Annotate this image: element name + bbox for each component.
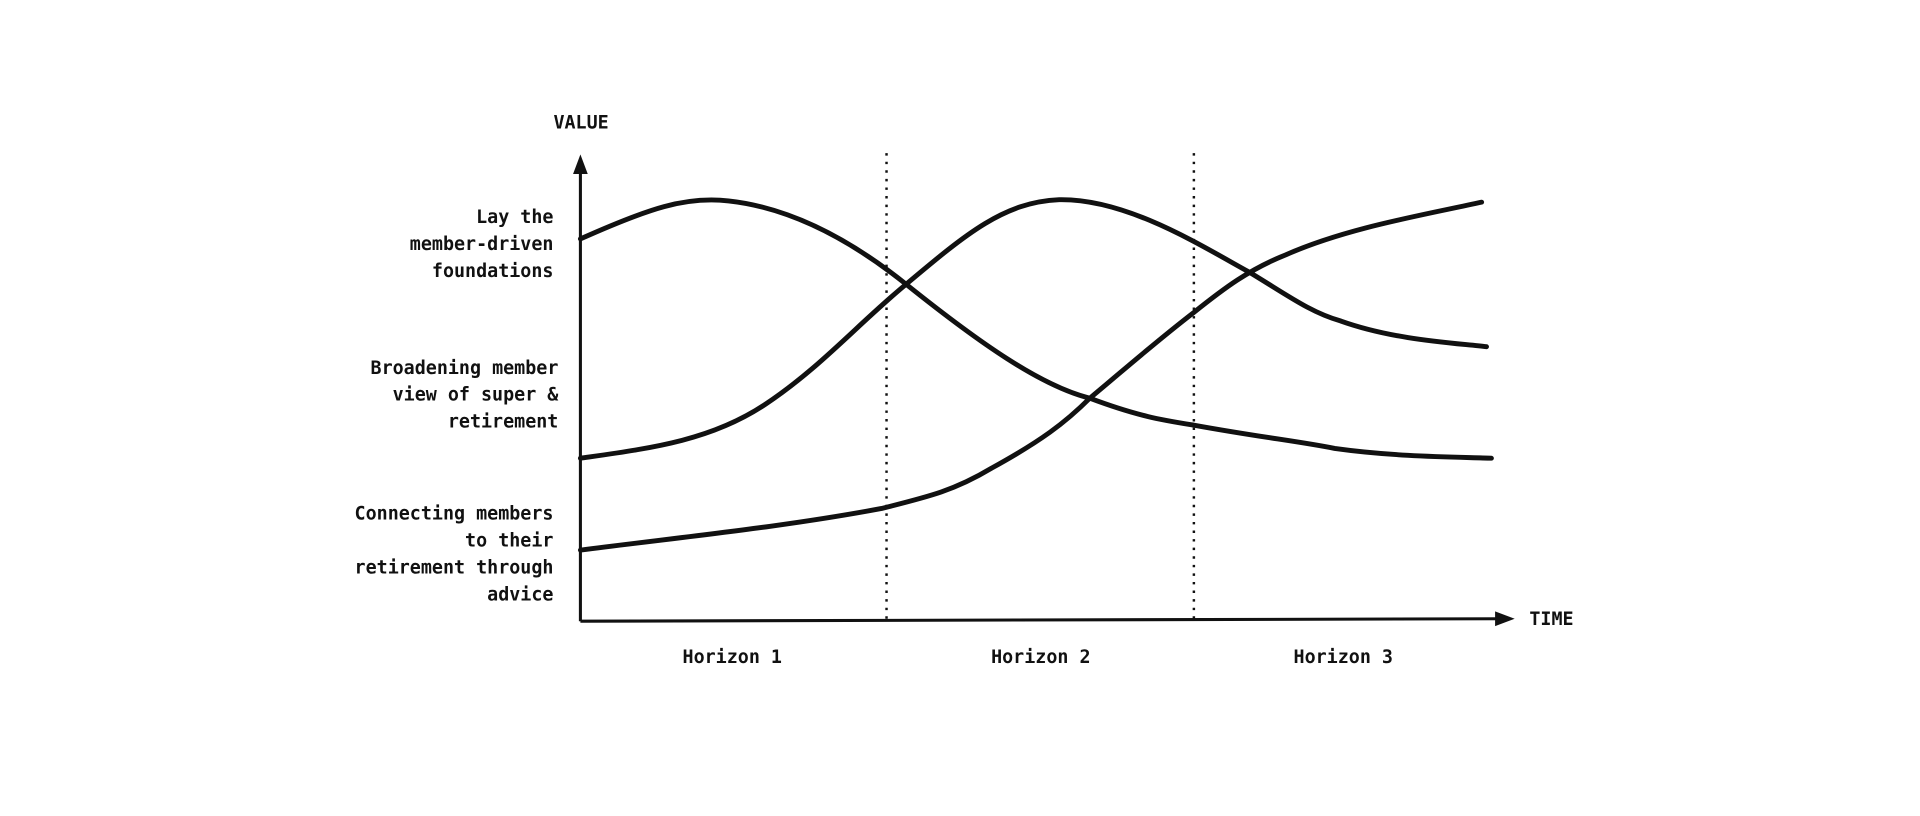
y-arrow bbox=[573, 154, 588, 174]
curve bbox=[577, 199, 1485, 553]
row-label: foundations bbox=[432, 261, 554, 282]
row-label: Lay the bbox=[476, 207, 553, 228]
horizon-label: Horizon 2 bbox=[991, 647, 1090, 668]
curve bbox=[577, 197, 1489, 461]
axis-label: VALUE bbox=[553, 113, 608, 134]
horizon-label: Horizon 3 bbox=[1294, 647, 1393, 668]
row-label: retirement bbox=[448, 412, 559, 433]
horizon-label: Horizon 1 bbox=[683, 647, 782, 668]
axis-label: TIME bbox=[1529, 609, 1573, 630]
row-label: to their bbox=[465, 531, 553, 552]
row-label: advice bbox=[487, 584, 553, 605]
row-label: retirement through bbox=[355, 558, 554, 579]
row-label: view of super & bbox=[393, 385, 560, 406]
x-axis bbox=[580, 617, 1501, 623]
x-arrow bbox=[1495, 611, 1515, 627]
row-label: member-driven bbox=[410, 234, 554, 255]
row-label: Broadening member bbox=[371, 358, 559, 379]
curve bbox=[577, 197, 1494, 461]
row-label: Connecting members bbox=[355, 504, 554, 525]
